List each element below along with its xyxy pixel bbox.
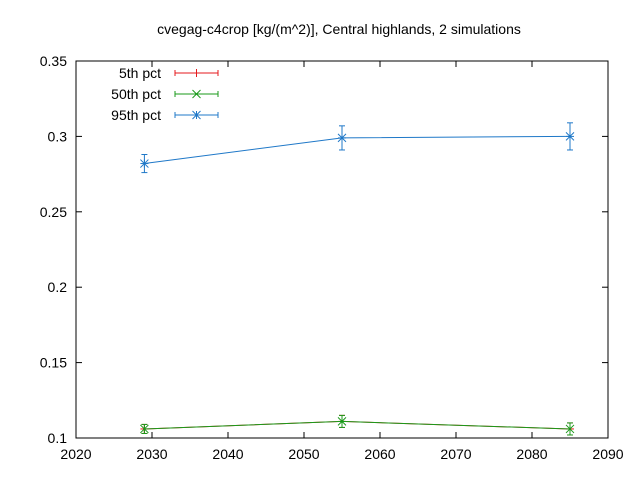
x-tick-label: 2020 xyxy=(60,446,91,462)
legend-label: 95th pct xyxy=(111,107,161,123)
x-tick-label: 2050 xyxy=(288,446,319,462)
data-point xyxy=(565,424,575,434)
x-tick-label: 2080 xyxy=(516,446,547,462)
data-point xyxy=(337,417,347,426)
series-layer xyxy=(140,122,575,436)
data-point-mark xyxy=(565,424,575,434)
legend-label: 5th pct xyxy=(119,65,161,81)
data-point-mark xyxy=(192,110,201,120)
legend-entry: 50th pct xyxy=(111,86,219,102)
plot-frame xyxy=(75,60,609,439)
legend-marker xyxy=(192,110,201,120)
legend-marker xyxy=(192,89,201,99)
data-point-mark xyxy=(565,132,575,141)
series-5th-pct xyxy=(140,414,574,436)
legend-entry: 5th pct xyxy=(119,65,219,81)
series-line xyxy=(144,420,571,430)
y-axis: 0.1 0.15 0.2 0.25 0.3 0.35 xyxy=(40,53,608,446)
x-tick-label: 2090 xyxy=(592,446,623,462)
data-point xyxy=(140,424,149,434)
series-50th-pct xyxy=(140,414,575,436)
data-point-mark xyxy=(337,133,347,143)
y-tick-label: 0.3 xyxy=(48,128,68,144)
x-tick-label: 2040 xyxy=(212,446,243,462)
y-tick-label: 0.2 xyxy=(48,279,68,295)
x-tick-label: 2070 xyxy=(440,446,471,462)
y-tick-label: 0.15 xyxy=(40,355,67,371)
legend-marker xyxy=(192,69,201,77)
legend-label: 50th pct xyxy=(111,86,161,102)
series-line xyxy=(144,420,571,430)
data-point-mark xyxy=(140,159,149,168)
x-tick-label: 2060 xyxy=(364,446,395,462)
chart-title: cvegag-c4crop [kg/(m^2)], Central highla… xyxy=(157,21,521,37)
x-tick-label: 2030 xyxy=(136,446,167,462)
data-point-mark xyxy=(337,417,347,426)
legend: 5th pct 50th pct 95th pct xyxy=(111,65,219,123)
data-point xyxy=(565,132,575,141)
legend-entry: 95th pct xyxy=(111,107,219,123)
data-point-mark xyxy=(140,424,149,434)
series-line xyxy=(144,135,571,164)
data-point-mark xyxy=(192,89,201,99)
data-point xyxy=(337,133,347,143)
y-tick-label: 0.1 xyxy=(48,430,68,446)
series-95th-pct xyxy=(140,122,575,174)
y-tick-label: 0.25 xyxy=(40,204,67,220)
data-point xyxy=(140,159,149,168)
y-tick-label: 0.35 xyxy=(40,53,67,69)
x-axis: 2020 2030 2040 2050 2060 2070 2080 2090 xyxy=(60,61,624,462)
